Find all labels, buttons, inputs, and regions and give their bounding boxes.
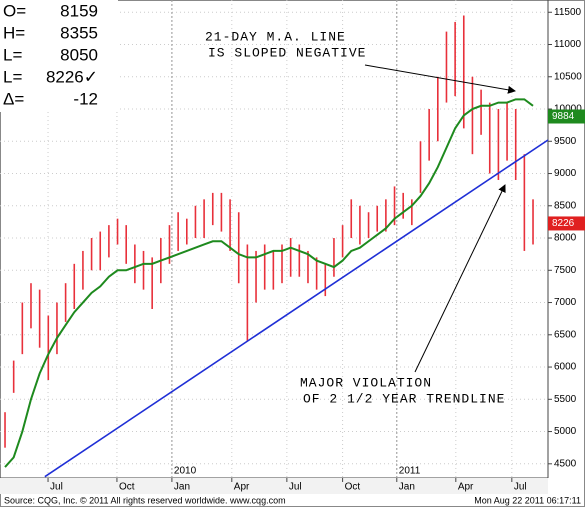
year-label: 2011 — [399, 466, 421, 477]
readout-label: H= — [3, 23, 25, 42]
y-tick-label: 7500 — [554, 265, 577, 276]
y-tick-label: 10500 — [554, 71, 582, 82]
x-tick-label: Apr — [234, 482, 250, 493]
y-tick-label: 8000 — [554, 233, 577, 244]
y-tick-label: 5000 — [554, 426, 577, 437]
y-tick-label: 10000 — [554, 104, 582, 115]
annotation-arrow — [364, 64, 516, 94]
x-tick-label: Jul — [289, 482, 302, 493]
readout-box — [0, 0, 118, 112]
annotation: OF 2 1/2 YEAR TRENDLINE — [303, 391, 505, 406]
timestamp: Mon Aug 22 2011 06:17:11 — [474, 495, 581, 505]
y-tick-label: 8500 — [554, 200, 577, 211]
y-tick-label: 4500 — [554, 458, 577, 469]
moving-average — [4, 98, 534, 468]
y-tick-label: 9500 — [554, 136, 577, 147]
y-tick-label: 9000 — [554, 168, 577, 179]
x-tick-label: Oct — [119, 482, 135, 493]
year-label: 2010 — [174, 466, 197, 477]
readout-value: 8159 — [60, 1, 98, 20]
x-tick-label: Apr — [458, 482, 474, 493]
price-marker — [548, 216, 585, 231]
readout-value: 8355 — [60, 23, 98, 42]
price-marker-label: 9884 — [552, 111, 575, 122]
x-tick-label: Jan — [399, 482, 415, 493]
annotation: MAJOR VIOLATION — [300, 375, 432, 390]
y-tick-label: 6000 — [554, 362, 577, 373]
readout-value: -12 — [73, 89, 98, 108]
y-tick-label: 11000 — [554, 39, 582, 50]
readout-value: 8050 — [60, 45, 98, 64]
x-tick-label: Oct — [345, 482, 361, 493]
annotation: IS SLOPED NEGATIVE — [208, 45, 366, 60]
source: Source: CQG, Inc. © 2011 All rights rese… — [4, 495, 286, 505]
x-tick-label: Jul — [50, 482, 63, 493]
readout-label: O= — [3, 1, 26, 20]
x-tick-label: Jan — [174, 482, 190, 493]
time-strip — [0, 478, 548, 494]
y-tick-label: 11500 — [554, 7, 582, 18]
readout-value: 8226✓ — [46, 67, 98, 86]
y-tick-label: 6500 — [554, 329, 577, 340]
y-tick-label: 7000 — [554, 297, 577, 308]
price-marker-label: 8226 — [552, 218, 575, 229]
x-tick-label: Jul — [514, 482, 527, 493]
readout-label: Δ= — [3, 89, 24, 108]
annotation: 21-DAY M.A. LINE — [205, 29, 346, 44]
readout-label: L= — [3, 45, 22, 64]
trendline — [44, 139, 549, 478]
y-tick-label: 5500 — [554, 394, 577, 405]
annotation-arrow — [414, 184, 506, 373]
readout-label: L= — [3, 67, 22, 86]
price-marker — [548, 109, 585, 124]
